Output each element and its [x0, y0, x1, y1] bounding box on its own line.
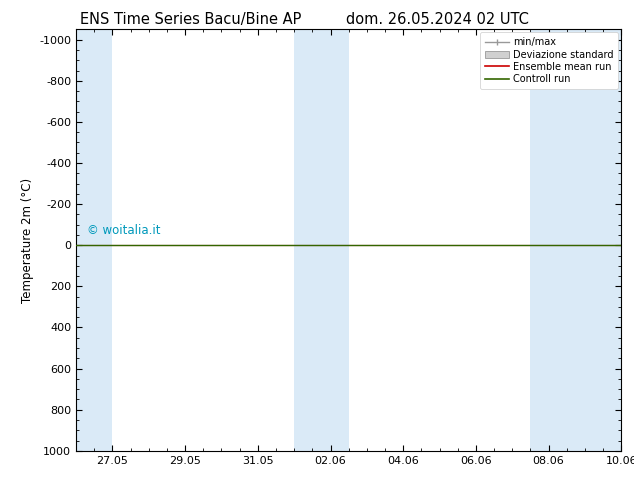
Y-axis label: Temperature 2m (°C): Temperature 2m (°C): [21, 177, 34, 303]
Text: © woitalia.it: © woitalia.it: [87, 224, 160, 237]
Bar: [76, 29, 112, 451]
Bar: [531, 29, 621, 451]
Legend: min/max, Deviazione standard, Ensemble mean run, Controll run: min/max, Deviazione standard, Ensemble m…: [480, 32, 618, 89]
Text: ENS Time Series Bacu/Bine AP: ENS Time Series Bacu/Bine AP: [79, 12, 301, 27]
Bar: [294, 29, 349, 451]
Text: dom. 26.05.2024 02 UTC: dom. 26.05.2024 02 UTC: [346, 12, 529, 27]
